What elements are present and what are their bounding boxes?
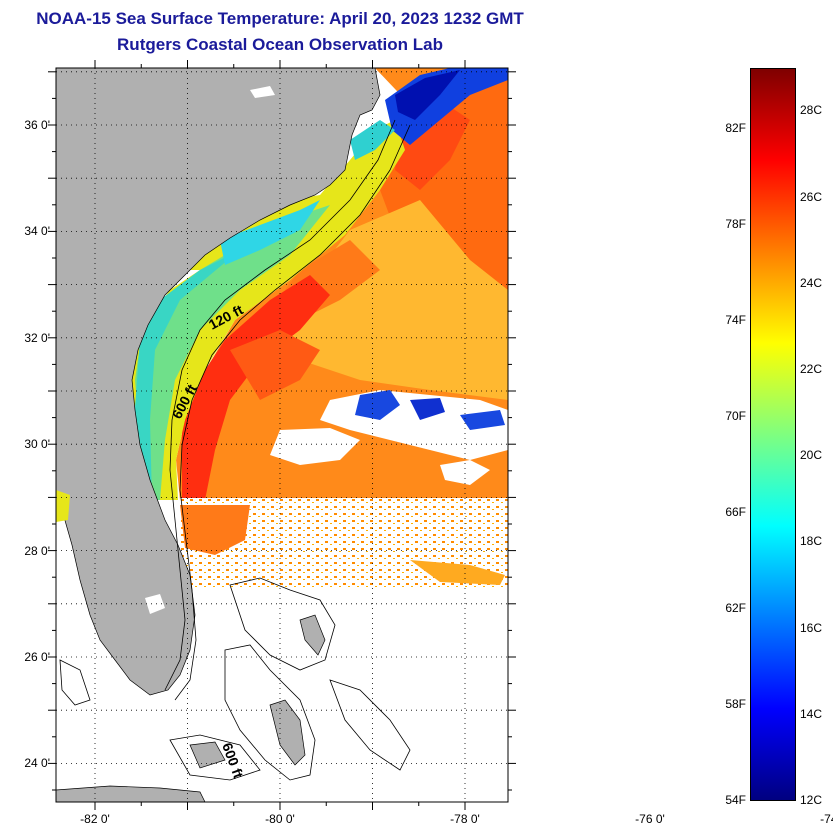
longitude-label: -80 0' [265, 812, 295, 826]
colorbar-label-fahrenheit: 82F [725, 121, 746, 135]
latitude-label: 32 0' [24, 330, 50, 345]
colorbar-label-fahrenheit: 74F [725, 313, 746, 327]
colorbar-label-celsius: 22C [800, 362, 823, 376]
latitude-label: 30 0' [24, 437, 50, 452]
colorbar-label-celsius: 20C [800, 448, 823, 463]
sst-field [56, 68, 508, 588]
map-title: NOAA-15 Sea Surface Temperature: April 2… [36, 9, 524, 28]
latitude-label: 34 0' [24, 224, 50, 239]
gulf-water-strip [56, 490, 70, 522]
longitude-label: -78 0' [450, 812, 480, 826]
latitude-label: 24 0' [24, 756, 50, 771]
colorbar-label-celsius: 16C [800, 620, 823, 635]
map-ticks [48, 60, 516, 810]
graticule [56, 68, 508, 802]
latitude-label: 26 0' [24, 650, 50, 664]
land-mass [56, 68, 381, 802]
map-frame [55, 67, 509, 803]
colorbar-label-fahrenheit: 58F [725, 697, 746, 711]
colorbar-label-fahrenheit: 54F [725, 793, 746, 807]
longitude-label: -76 0' [635, 812, 665, 826]
colorbar-label-fahrenheit: 78F [725, 217, 746, 231]
colorbar-label-celsius: 26C [800, 189, 823, 204]
colorbar-label-celsius: 24C [800, 275, 823, 290]
colorbar-label-fahrenheit: 66F [725, 505, 746, 519]
map-subtitle: Rutgers Coastal Ocean Observation Lab [117, 35, 443, 54]
bathymetry-contours [59, 119, 411, 781]
colorbar-label-celsius: 18C [800, 534, 823, 549]
colorbar-label-celsius: 12C [800, 793, 823, 807]
latitude-label: 36 0' [24, 118, 50, 132]
colorbar-label-fahrenheit: 62F [725, 601, 746, 615]
colorbar-label-celsius: 14C [800, 706, 823, 721]
colorbar-label-fahrenheit: 70F [725, 409, 746, 423]
colorbar-label-celsius: 28C [800, 103, 823, 118]
temperature-colorbar [750, 68, 796, 801]
longitude-label: -74 0' [820, 812, 833, 826]
latitude-label: 28 0' [24, 543, 50, 558]
inland-water [145, 86, 275, 614]
longitude-label: -82 0' [80, 812, 110, 826]
